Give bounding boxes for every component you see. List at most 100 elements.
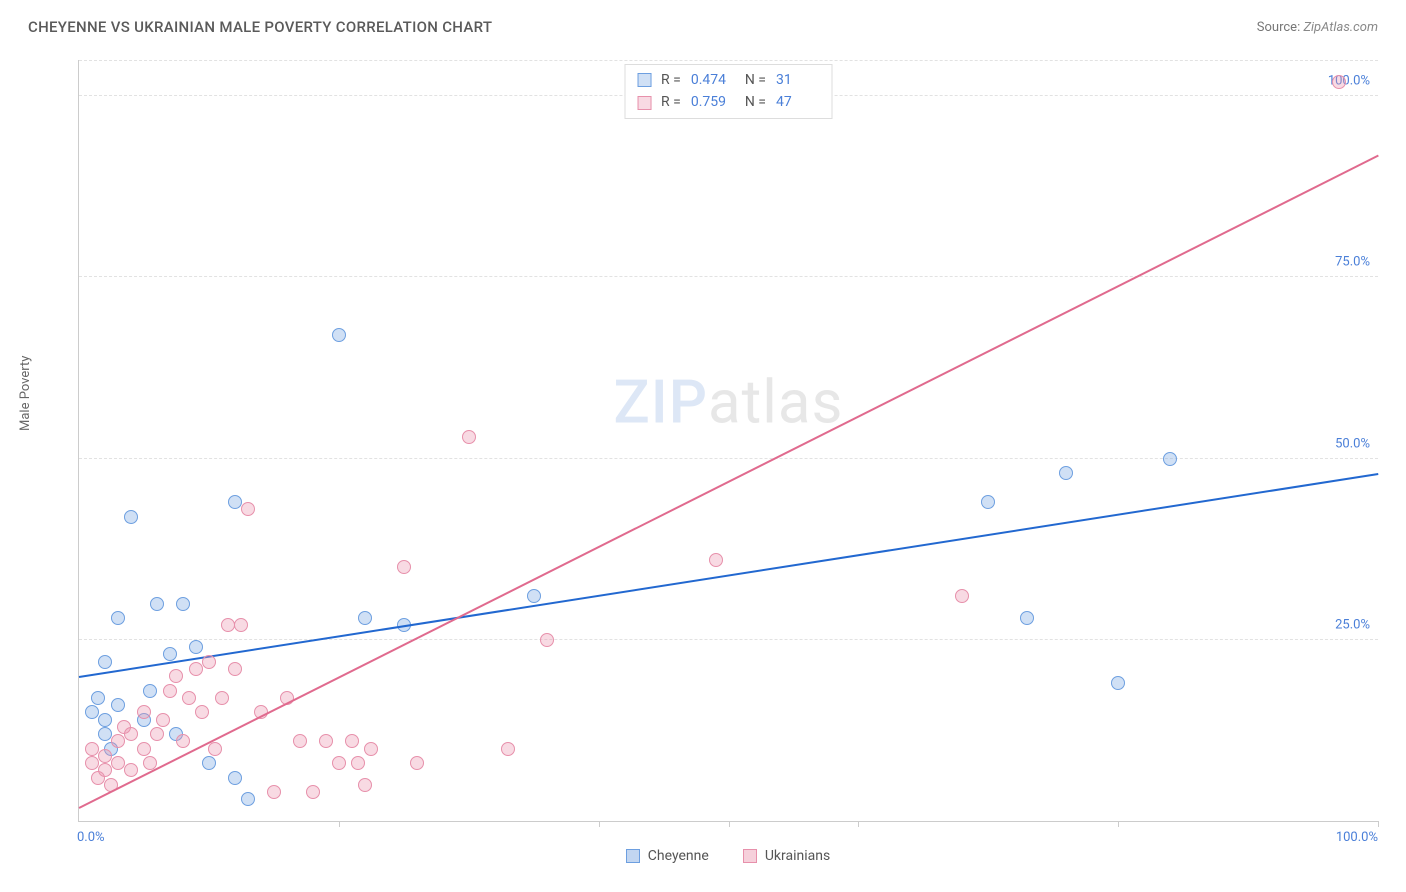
gridline	[79, 639, 1378, 640]
data-point	[189, 662, 203, 676]
source-value: ZipAtlas.com	[1303, 20, 1378, 35]
trend-line	[79, 473, 1378, 678]
legend-swatch-ukrainians	[637, 96, 651, 110]
data-point	[981, 495, 995, 509]
gridline	[79, 276, 1378, 277]
source-label: Source:	[1257, 20, 1300, 35]
data-point	[345, 734, 359, 748]
correlation-legend: R = 0.474 N = 31 R = 0.759 N = 47	[624, 64, 833, 119]
data-point	[332, 756, 346, 770]
x-tick	[858, 821, 859, 827]
data-point	[527, 589, 541, 603]
data-point	[137, 742, 151, 756]
data-point	[98, 655, 112, 669]
x-tick-label-left: 0.0%	[77, 830, 105, 845]
r-value-ukrainians: 0.759	[691, 91, 735, 113]
data-point	[1163, 452, 1177, 466]
data-point	[293, 734, 307, 748]
y-tick-label: 25.0%	[1335, 617, 1370, 632]
data-point	[98, 749, 112, 763]
data-point	[91, 691, 105, 705]
legend-row-ukrainians: R = 0.759 N = 47	[637, 91, 820, 113]
data-point	[306, 785, 320, 799]
data-point	[111, 698, 125, 712]
chart-header: CHEYENNE VS UKRAINIAN MALE POVERTY CORRE…	[0, 0, 1406, 46]
x-tick-label-right: 100.0%	[1336, 830, 1378, 845]
data-point	[1020, 611, 1034, 625]
data-point	[332, 328, 346, 342]
data-point	[111, 611, 125, 625]
n-label: N =	[745, 91, 766, 113]
r-value-cheyenne: 0.474	[691, 69, 735, 91]
legend-label-cheyenne: Cheyenne	[648, 848, 709, 864]
legend-swatch-ukrainians	[743, 849, 757, 863]
data-point	[98, 763, 112, 777]
data-point	[163, 684, 177, 698]
legend-item-cheyenne: Cheyenne	[626, 848, 709, 864]
data-point	[358, 611, 372, 625]
legend-label-ukrainians: Ukrainians	[765, 848, 830, 864]
data-point	[98, 713, 112, 727]
data-point	[85, 756, 99, 770]
data-point	[358, 778, 372, 792]
data-point	[208, 742, 222, 756]
data-point	[111, 756, 125, 770]
watermark: ZIPatlas	[614, 367, 844, 438]
data-point	[176, 734, 190, 748]
legend-swatch-cheyenne	[637, 73, 651, 87]
data-point	[98, 727, 112, 741]
data-point	[189, 640, 203, 654]
data-point	[150, 727, 164, 741]
x-tick	[339, 821, 340, 827]
x-tick	[599, 821, 600, 827]
data-point	[319, 734, 333, 748]
r-label: R =	[661, 91, 681, 113]
trend-line	[79, 154, 1379, 808]
x-tick	[1118, 821, 1119, 827]
x-tick	[1378, 821, 1379, 827]
x-tick	[729, 821, 730, 827]
data-point	[124, 510, 138, 524]
data-point	[351, 756, 365, 770]
data-point	[182, 691, 196, 705]
data-point	[228, 495, 242, 509]
data-point	[156, 713, 170, 727]
chart-container: Male Poverty ZIPatlas R = 0.474 N = 31 R…	[28, 50, 1378, 872]
gridline	[79, 60, 1378, 61]
data-point	[137, 705, 151, 719]
watermark-atlas: atlas	[708, 367, 843, 438]
series-legend: Cheyenne Ukrainians	[78, 848, 1378, 864]
data-point	[215, 691, 229, 705]
data-point	[462, 430, 476, 444]
data-point	[267, 785, 281, 799]
data-point	[169, 669, 183, 683]
n-value-cheyenne: 31	[776, 69, 820, 91]
data-point	[111, 734, 125, 748]
data-point	[709, 553, 723, 567]
data-point	[143, 684, 157, 698]
data-point	[124, 763, 138, 777]
data-point	[124, 727, 138, 741]
r-label: R =	[661, 69, 681, 91]
data-point	[150, 597, 164, 611]
y-tick-label: 50.0%	[1335, 436, 1370, 451]
data-point	[234, 618, 248, 632]
data-point	[540, 633, 554, 647]
gridline	[79, 458, 1378, 459]
data-point	[176, 597, 190, 611]
plot-area: ZIPatlas R = 0.474 N = 31 R = 0.759 N = …	[78, 60, 1378, 822]
data-point	[202, 756, 216, 770]
data-point	[85, 705, 99, 719]
data-point	[1111, 676, 1125, 690]
data-point	[410, 756, 424, 770]
data-point	[85, 742, 99, 756]
data-point	[202, 655, 216, 669]
n-label: N =	[745, 69, 766, 91]
data-point	[397, 560, 411, 574]
chart-title: CHEYENNE VS UKRAINIAN MALE POVERTY CORRE…	[28, 18, 492, 36]
data-point	[241, 792, 255, 806]
data-point	[241, 502, 255, 516]
data-point	[221, 618, 235, 632]
watermark-zip: ZIP	[614, 367, 708, 438]
data-point	[1332, 75, 1346, 89]
